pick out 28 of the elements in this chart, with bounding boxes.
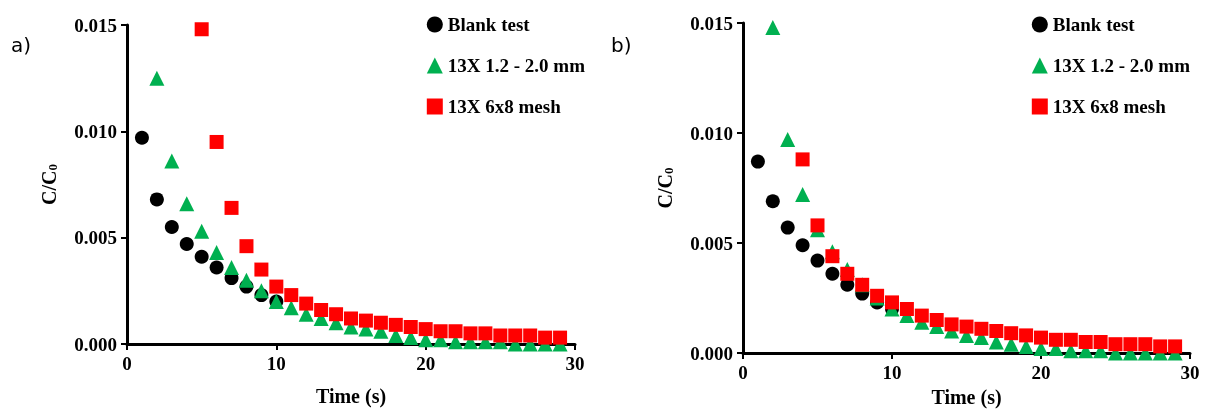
x-tick-label: 20: [1031, 362, 1051, 383]
y-tick-label: 0.000: [690, 342, 733, 364]
legend-label: 13X 6x8 mesh: [1052, 96, 1167, 117]
x-tick-label: 10: [266, 353, 286, 374]
text: b): [611, 33, 632, 57]
x-tick-label: 10: [882, 362, 902, 383]
x-axis-title: Time (s): [931, 386, 1002, 409]
x-tick-label: 0: [738, 362, 748, 383]
legend-label: 13X 6x8 mesh: [447, 96, 562, 117]
y-tick-label: 0.000: [74, 333, 117, 355]
legend-label: Blank test: [447, 14, 531, 35]
legend-label: 13X 1.2 - 2.0 mm: [1052, 55, 1191, 76]
x-tick-label: 30: [565, 353, 585, 374]
legend-label: Blank test: [1052, 14, 1136, 35]
y-axis-title: C/C0: [653, 167, 676, 209]
y-tick-label: 0.015: [74, 14, 117, 36]
y-tick-label: 0.010: [690, 122, 733, 144]
x-tick-label: 0: [122, 353, 132, 374]
x-tick-label: 20: [416, 353, 436, 374]
y-tick-label: 0.005: [690, 232, 733, 254]
y-tick-label: 0.005: [74, 227, 117, 249]
legend-label: 13X 1.2 - 2.0 mm: [447, 55, 586, 76]
y-tick-label: 0.010: [74, 120, 117, 142]
x-axis-title: Time (s): [315, 385, 387, 408]
chart-title: a): [11, 33, 32, 57]
x-tick-label: 30: [1180, 362, 1200, 383]
y-tick-label: 0.015: [690, 12, 733, 34]
y-axis-title: C/C0: [37, 164, 60, 205]
